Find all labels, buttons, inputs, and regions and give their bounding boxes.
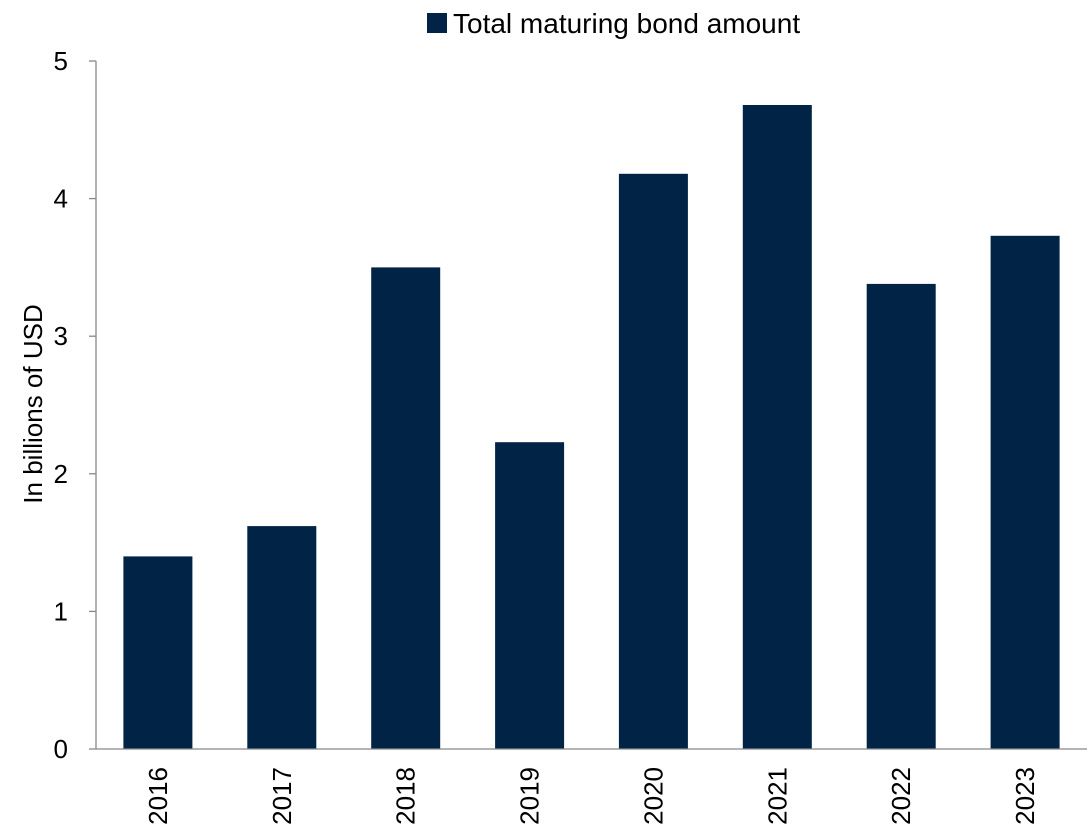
bar-2018: [371, 267, 441, 749]
y-tick-label: 0: [54, 734, 68, 764]
axes: [95, 61, 1087, 750]
y-tick-label: 5: [54, 46, 68, 76]
x-tick-label: 2021: [762, 767, 792, 825]
bar-2016: [123, 556, 193, 749]
y-tick-label: 4: [54, 184, 68, 214]
bar-2019: [495, 442, 565, 749]
bar-2020: [618, 173, 688, 750]
x-tick-label: 2022: [886, 767, 916, 825]
legend-label: Total maturing bond amount: [453, 8, 800, 39]
x-tick-label: 2023: [1010, 767, 1040, 825]
x-axis-ticks: 2016 2017 2018 2019 2020 2021 2022 2023: [143, 767, 1040, 825]
legend-swatch: [427, 13, 447, 33]
bars: [123, 105, 1060, 750]
bar-2017: [247, 526, 317, 749]
bar-2023: [990, 235, 1060, 750]
y-axis-title: In billions of USD: [18, 304, 48, 503]
x-tick-label: 2020: [638, 767, 668, 825]
x-tick-label: 2016: [143, 767, 173, 825]
y-tick-label: 3: [54, 321, 68, 351]
x-tick-label: 2017: [267, 767, 297, 825]
y-tick-label: 2: [54, 459, 68, 489]
x-tick-label: 2019: [515, 767, 545, 825]
bar-2022: [866, 283, 936, 749]
legend: Total maturing bond amount: [427, 8, 800, 39]
y-axis-ticks: 0 1 2 3 4 5: [54, 46, 96, 764]
bar-2021: [742, 105, 812, 749]
x-tick-label: 2018: [391, 767, 421, 825]
y-tick-label: 1: [54, 596, 68, 626]
